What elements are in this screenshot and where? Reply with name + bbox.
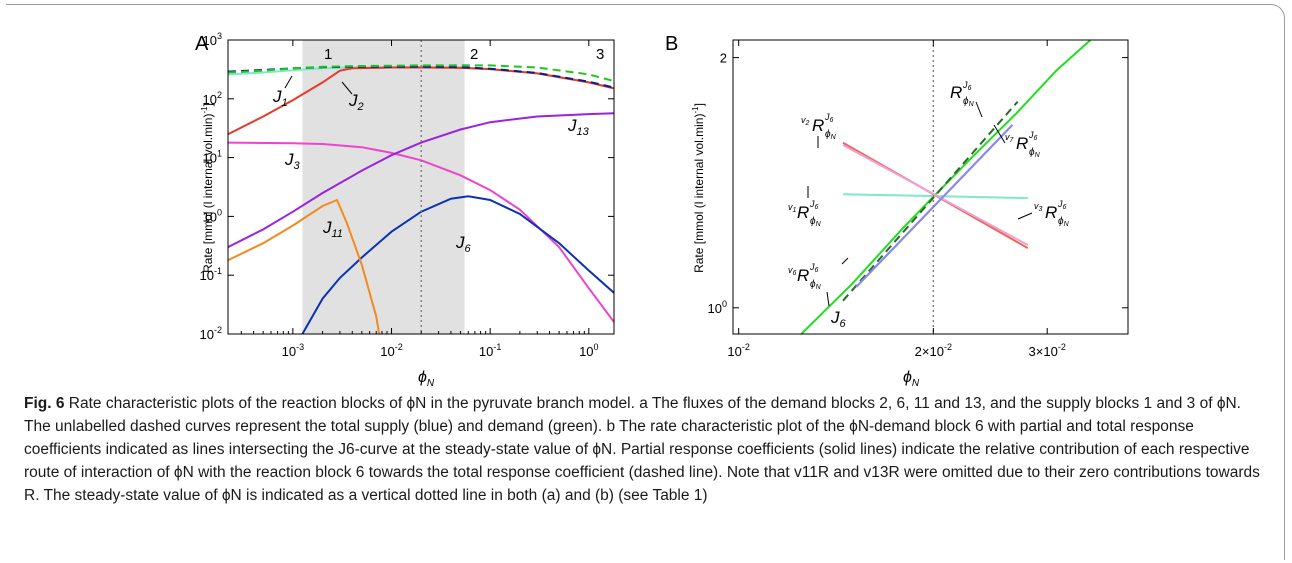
- svg-text:R: R: [950, 83, 962, 102]
- svg-text:ϕN: ϕN: [810, 279, 822, 291]
- panel-a-ticks: 10-3 10-2 10-1 100 10-2 10-1 100 101 102 103: [200, 31, 614, 359]
- region-label-2: 2: [470, 46, 478, 63]
- panel-b-ylabel: Rate [mmol (l internal vol.min)-1]: [691, 103, 706, 273]
- panel-b-leaders: [807, 101, 1033, 307]
- leader-J1: [284, 75, 293, 89]
- panel-a-ylabel: Rate [mmol (l internal vol.min)-1]: [200, 103, 215, 273]
- series-J11: [228, 198, 381, 334]
- x-tick-label: 100: [579, 342, 598, 359]
- y-tick-label: 10-1: [200, 266, 222, 283]
- svg-text:ϕN: ϕN: [1029, 147, 1041, 159]
- figure-caption: Fig. 6 Rate characteristic plots of the …: [24, 392, 1270, 507]
- series-v3R: [842, 144, 1029, 246]
- series-demand: [228, 64, 614, 83]
- y-tick-label: 102: [203, 90, 222, 107]
- shaded-region: [302, 40, 465, 334]
- series-v7R: [855, 124, 1014, 288]
- svg-text:R: R: [797, 266, 809, 285]
- panel-b-ticks: 10-2 2×10-2 3×10-2 100 2: [708, 40, 1128, 359]
- panel-b-letter: B: [665, 33, 678, 55]
- x-tick-label: 10-1: [479, 342, 501, 359]
- svg-text:ϕN: ϕN: [1058, 216, 1070, 228]
- caption-fig-label: Fig. 6: [24, 395, 65, 412]
- y-tick-label: 100: [203, 207, 222, 224]
- svg-text:v3: v3: [1034, 201, 1043, 213]
- y-tick-label: 103: [203, 31, 222, 48]
- svg-text:v6: v6: [788, 265, 797, 277]
- x-tick-label: 10-2: [727, 342, 749, 359]
- label-v1R: v1 R J6 ϕN: [788, 199, 822, 228]
- series-supply: [228, 65, 614, 89]
- label-J3: J3: [284, 150, 301, 172]
- panel-a-letter: A: [195, 33, 209, 55]
- label-v2R: v2 R J6 ϕN: [801, 112, 837, 141]
- panel-a-xlabel: ϕN: [418, 369, 435, 389]
- label-R-total: R J6 ϕN: [950, 80, 975, 108]
- svg-text:J6: J6: [1028, 130, 1038, 142]
- series-R: [842, 101, 1019, 302]
- region-label-3: 3: [596, 46, 604, 63]
- panel-b-axes-box: [732, 39, 1129, 335]
- label-J13: J13: [567, 116, 590, 138]
- svg-text:R: R: [1016, 134, 1028, 153]
- series-J3: [228, 141, 614, 323]
- panel-a-curves: [228, 64, 614, 334]
- x-tick-label: 10-2: [380, 342, 402, 359]
- label-J2: J2: [348, 91, 364, 113]
- series-J6: [301, 195, 614, 334]
- svg-text:R: R: [1045, 203, 1057, 222]
- label-J1: J1: [272, 87, 288, 109]
- region-label-1: 1: [324, 46, 332, 63]
- panel-b-curves: [800, 40, 1092, 334]
- leader-J2: [341, 81, 353, 95]
- svg-text:R: R: [812, 116, 824, 135]
- svg-text:J6: J6: [809, 262, 819, 274]
- label-J6-b: J6: [830, 308, 847, 330]
- svg-text:J6: J6: [962, 80, 972, 92]
- svg-text:ϕN: ϕN: [810, 216, 822, 228]
- y-tick-label: 101: [203, 149, 222, 166]
- label-v3R: v3 R J6 ϕN: [1034, 199, 1070, 228]
- svg-text:R: R: [797, 203, 809, 222]
- label-J11: J11: [322, 218, 343, 240]
- x-tick-label: 10-3: [282, 342, 304, 359]
- svg-text:J6: J6: [809, 199, 819, 211]
- svg-text:v2: v2: [801, 115, 810, 127]
- svg-text:J6: J6: [1057, 199, 1067, 211]
- svg-text:ϕN: ϕN: [963, 96, 975, 108]
- svg-text:v7: v7: [1005, 132, 1015, 144]
- panel-b: 10-2 2×10-2 3×10-2 100 2 B R J6 ϕN v2 R J6 ϕ…: [665, 33, 1129, 389]
- label-J6: J6: [455, 233, 472, 255]
- svg-text:v1: v1: [788, 202, 797, 214]
- panel-b-xlabel: ϕN: [903, 369, 920, 389]
- x-tick-label: 3×10-2: [1029, 342, 1066, 359]
- svg-text:ϕN: ϕN: [825, 129, 837, 141]
- svg-text:J6: J6: [824, 112, 834, 124]
- y-tick-label: 10-2: [200, 325, 222, 342]
- series-J6: [800, 40, 1092, 334]
- x-tick-label: 2×10-2: [915, 342, 952, 359]
- label-v6R: v6 R J6 ϕN: [788, 262, 822, 291]
- label-v7R: v7 R J6 ϕN: [1005, 130, 1041, 159]
- y-tick-label: 2: [720, 51, 727, 66]
- series-J13: [228, 112, 614, 248]
- y-tick-label: 100: [708, 299, 727, 316]
- caption-text: Rate characteristic plots of the reactio…: [24, 395, 1260, 504]
- figure-frame: [6, 4, 1285, 560]
